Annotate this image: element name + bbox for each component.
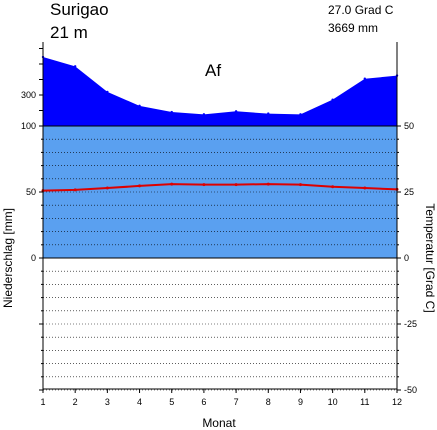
- station-name: Surigao: [50, 0, 109, 19]
- tick-label-month: 9: [298, 397, 303, 407]
- tick-label-month: 5: [169, 397, 174, 407]
- mean-temperature-text: 27.0 Grad C: [328, 3, 394, 17]
- precipitation-point: [363, 77, 367, 80]
- climate-class-label: Af: [205, 61, 221, 80]
- precipitation-point: [299, 113, 302, 116]
- x-axis-label: Monat: [202, 416, 236, 430]
- temperature-point: [234, 183, 238, 187]
- temperature-point: [73, 188, 77, 192]
- y-axis-left-label: Niederschlag [mm]: [1, 208, 15, 308]
- tick-label-month: 10: [328, 397, 338, 407]
- tick-label-left: 50: [26, 187, 36, 197]
- tick-label-right: 50: [404, 121, 414, 131]
- temperature-point: [105, 186, 109, 190]
- tick-label-left: 0: [31, 253, 36, 263]
- precipitation-point: [138, 104, 141, 108]
- tick-label-right: 25: [404, 187, 414, 197]
- tick-label-month: 11: [360, 397, 369, 407]
- tick-label-left: 300: [21, 90, 36, 100]
- temperature-point: [266, 182, 270, 186]
- precipitation-upper-area: [43, 57, 397, 126]
- precipitation-point: [202, 113, 206, 116]
- precipitation-point: [106, 90, 109, 94]
- precipitation-point: [331, 98, 334, 101]
- temperature-point: [331, 185, 335, 189]
- temperature-point: [202, 183, 206, 187]
- tick-label-month: 7: [234, 397, 239, 407]
- temperature-point: [363, 186, 367, 190]
- temperature-point: [298, 183, 302, 187]
- tick-label-month: 2: [73, 397, 78, 407]
- tick-label-left: 100: [21, 121, 36, 131]
- y-axis-right-label: Temperatur [Grad C]: [423, 203, 437, 312]
- tick-label-month: 8: [266, 397, 271, 407]
- precipitation-point: [234, 110, 238, 113]
- tick-label-month: 6: [201, 397, 206, 407]
- temperature-point: [138, 184, 142, 188]
- tick-label-right: -25: [404, 319, 417, 329]
- precipitation-area-layer: [43, 57, 397, 258]
- tick-label-month: 4: [137, 397, 142, 407]
- tick-label-right: 0: [404, 253, 409, 263]
- tick-label-month: 3: [105, 397, 110, 407]
- gridlines: [43, 125, 397, 391]
- precipitation-point: [267, 112, 270, 115]
- temperature-line: [42, 183, 398, 192]
- tick-label-month: 1: [40, 397, 45, 407]
- tick-label-month: 12: [392, 397, 402, 407]
- precipitation-point: [170, 110, 173, 114]
- temperature-point: [170, 182, 174, 186]
- axes: [39, 42, 401, 393]
- precipitation-point: [73, 65, 77, 68]
- annual-precipitation-text: 3669 mm: [328, 21, 378, 35]
- tick-label-right: -50: [404, 385, 417, 395]
- station-elevation: 21 m: [50, 23, 88, 42]
